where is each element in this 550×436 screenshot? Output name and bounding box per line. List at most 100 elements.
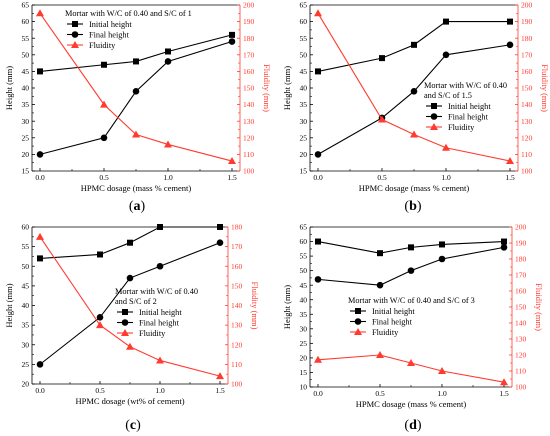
- y-tick-label: 15: [300, 167, 308, 176]
- y2-tick-label: 120: [231, 340, 243, 349]
- y2-tick-label: 120: [243, 133, 255, 142]
- y2-tick-label: 110: [243, 150, 254, 159]
- y2-tick-label: 180: [243, 34, 255, 43]
- data-point: [97, 251, 103, 258]
- x-tick-label: 1.5: [215, 386, 225, 395]
- data-point: [36, 232, 44, 240]
- x-tick-label: 0.5: [99, 173, 109, 182]
- y-tick-label: 50: [300, 266, 308, 275]
- y-tick-label: 30: [22, 340, 30, 349]
- x-tick-label: 1.0: [163, 173, 173, 182]
- legend-title: Mortar with W/C of 0.40 and S/C of 2: [115, 287, 198, 306]
- data-point: [315, 238, 321, 245]
- y-tick-label: 40: [22, 84, 30, 93]
- panel-label: (a): [129, 199, 146, 214]
- y2-tick-label: 160: [521, 67, 533, 76]
- y-tick-label: 50: [22, 262, 30, 271]
- legend-label: Final height: [139, 319, 180, 328]
- y-tick-label: 65: [300, 1, 308, 10]
- data-point: [229, 31, 235, 38]
- data-point: [442, 51, 450, 59]
- legend-marker: [431, 103, 437, 109]
- data-point: [165, 48, 171, 55]
- legend-marker: [354, 328, 362, 335]
- data-point: [376, 351, 384, 358]
- y2-tick-label: 200: [521, 1, 533, 10]
- y-tick-label: 35: [300, 100, 308, 109]
- x-tick-label: 0.0: [313, 389, 323, 398]
- y-tick-label: 55: [22, 242, 30, 251]
- data-point: [37, 255, 43, 262]
- y-tick-label: 25: [22, 133, 30, 142]
- y-tick-label: 30: [300, 324, 308, 333]
- legend-marker: [355, 308, 361, 314]
- x-axis-label: HPMC dosage (mass % cement): [359, 183, 470, 193]
- data-point: [379, 55, 385, 62]
- x-axis-label: HPMC dosage (mass % cement): [81, 183, 192, 193]
- y-tick-label: 35: [22, 321, 30, 330]
- data-point: [408, 244, 414, 251]
- legend-label: Initial height: [89, 20, 132, 29]
- x-tick-label: 1.5: [499, 389, 509, 398]
- data-point: [156, 262, 164, 270]
- data-point: [126, 274, 134, 282]
- y2-tick-label: 120: [515, 351, 527, 360]
- legend-label: Initial height: [139, 308, 182, 317]
- y-tick-label: 50: [22, 50, 30, 59]
- y2-tick-label: 180: [231, 223, 243, 232]
- data-point: [132, 88, 140, 95]
- y2-tick-label: 110: [515, 367, 526, 376]
- y2-tick-label: 170: [515, 271, 527, 280]
- data-point: [96, 313, 104, 321]
- data-point: [314, 355, 322, 363]
- y2-axis-label: Fluidity (mm): [262, 64, 272, 112]
- y2-tick-label: 170: [521, 50, 533, 59]
- y-tick-label: 20: [22, 150, 30, 159]
- y2-tick-label: 130: [243, 117, 255, 126]
- y2-tick-label: 110: [231, 360, 242, 369]
- x-tick-label: 1.0: [437, 389, 447, 398]
- y2-tick-label: 200: [243, 1, 255, 10]
- data-point: [407, 267, 415, 274]
- y-tick-label: 25: [300, 133, 308, 142]
- data-point: [438, 367, 446, 374]
- data-point: [506, 157, 514, 165]
- y2-axis-label: Fluidity (mm): [250, 282, 260, 330]
- data-point: [37, 68, 43, 75]
- panel-label: (d): [404, 418, 421, 433]
- y2-tick-label: 150: [521, 84, 533, 93]
- x-tick-label: 1.0: [441, 173, 451, 182]
- data-point: [228, 38, 236, 45]
- legend-marker: [122, 309, 128, 315]
- data-point: [439, 241, 445, 248]
- panel-label: (c): [125, 418, 141, 433]
- x-tick-label: 0.5: [377, 173, 387, 182]
- legend-title: Mortar with W/C of 0.40 and S/C of 3: [348, 296, 475, 305]
- data-point: [133, 58, 139, 65]
- x-tick-label: 1.5: [227, 173, 237, 182]
- data-point: [410, 130, 418, 138]
- legend-marker: [71, 41, 79, 48]
- data-point: [407, 359, 415, 366]
- y-tick-label: 45: [22, 281, 30, 290]
- y2-tick-label: 100: [521, 167, 533, 176]
- y2-tick-label: 140: [243, 100, 255, 109]
- data-point: [164, 140, 172, 148]
- legend-marker: [121, 319, 129, 326]
- y-tick-label: 60: [300, 237, 308, 246]
- y-tick-label: 55: [22, 34, 30, 43]
- y2-tick-label: 100: [515, 383, 527, 392]
- y2-tick-label: 190: [243, 17, 255, 26]
- y2-tick-label: 190: [515, 239, 527, 248]
- legend-label: Final height: [372, 318, 413, 327]
- y2-tick-label: 160: [231, 262, 243, 271]
- y2-tick-label: 100: [243, 167, 255, 176]
- y2-tick-label: 130: [231, 321, 243, 330]
- y-tick-label: 65: [22, 1, 30, 10]
- y2-tick-label: 130: [521, 117, 533, 126]
- y-tick-label: 65: [300, 223, 308, 232]
- series-line-initial-height: [39, 34, 233, 72]
- y-tick-label: 20: [300, 150, 308, 159]
- y-tick-label: 60: [22, 17, 30, 26]
- x-axis-label: HPMC dosage (wt% of cement): [75, 396, 184, 406]
